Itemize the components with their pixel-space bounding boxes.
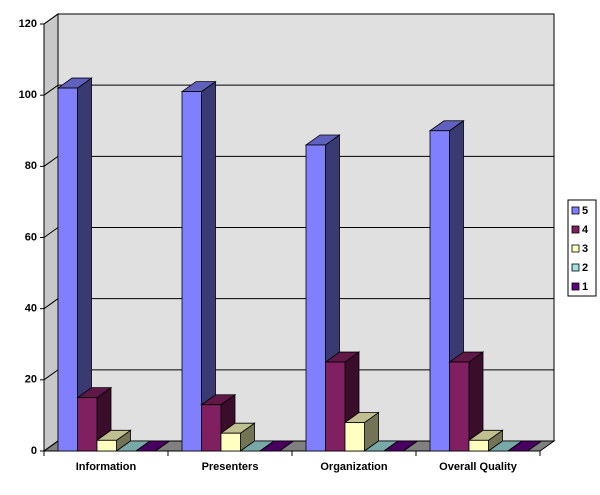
bar <box>449 361 470 452</box>
bar <box>181 91 202 452</box>
legend-label: 5 <box>582 205 588 217</box>
legend-label: 3 <box>582 243 588 255</box>
y-tick-label: 0 <box>31 445 37 457</box>
grid-line <box>43 13 554 25</box>
legend-box <box>567 199 597 297</box>
y-tick-label: 60 <box>25 231 37 243</box>
legend-swatch <box>571 225 580 234</box>
bar <box>77 397 98 452</box>
bar-top <box>506 440 543 452</box>
bar <box>220 432 241 452</box>
bar <box>468 439 489 452</box>
grid-line <box>43 84 554 96</box>
legend-label: 2 <box>582 262 588 274</box>
bar-side <box>201 80 216 452</box>
bar <box>325 361 346 452</box>
legend-swatch <box>571 206 580 215</box>
x-tick-label: Organization <box>320 461 388 473</box>
y-tick-label: 20 <box>25 374 37 386</box>
x-tick-label: Overall Quality <box>439 461 518 473</box>
bar <box>305 144 326 452</box>
bar <box>96 439 117 452</box>
x-tick-label: Presenters <box>202 461 259 473</box>
bar <box>57 87 78 452</box>
legend-swatch <box>571 244 580 253</box>
bar-top <box>134 440 171 452</box>
bar-top <box>382 440 419 452</box>
y-tick-label: 120 <box>19 18 37 30</box>
legend-swatch <box>571 282 580 291</box>
y-tick-label: 40 <box>25 303 37 315</box>
legend-label: 1 <box>582 281 588 293</box>
y-tick-label: 100 <box>19 89 37 101</box>
bar-top <box>258 440 295 452</box>
bar <box>201 404 222 452</box>
legend-label: 4 <box>582 224 589 236</box>
y-tick-label: 80 <box>25 160 37 172</box>
legend-swatch <box>571 263 580 272</box>
bar <box>344 422 365 452</box>
x-tick-label: Information <box>76 461 137 473</box>
bar <box>429 130 450 452</box>
